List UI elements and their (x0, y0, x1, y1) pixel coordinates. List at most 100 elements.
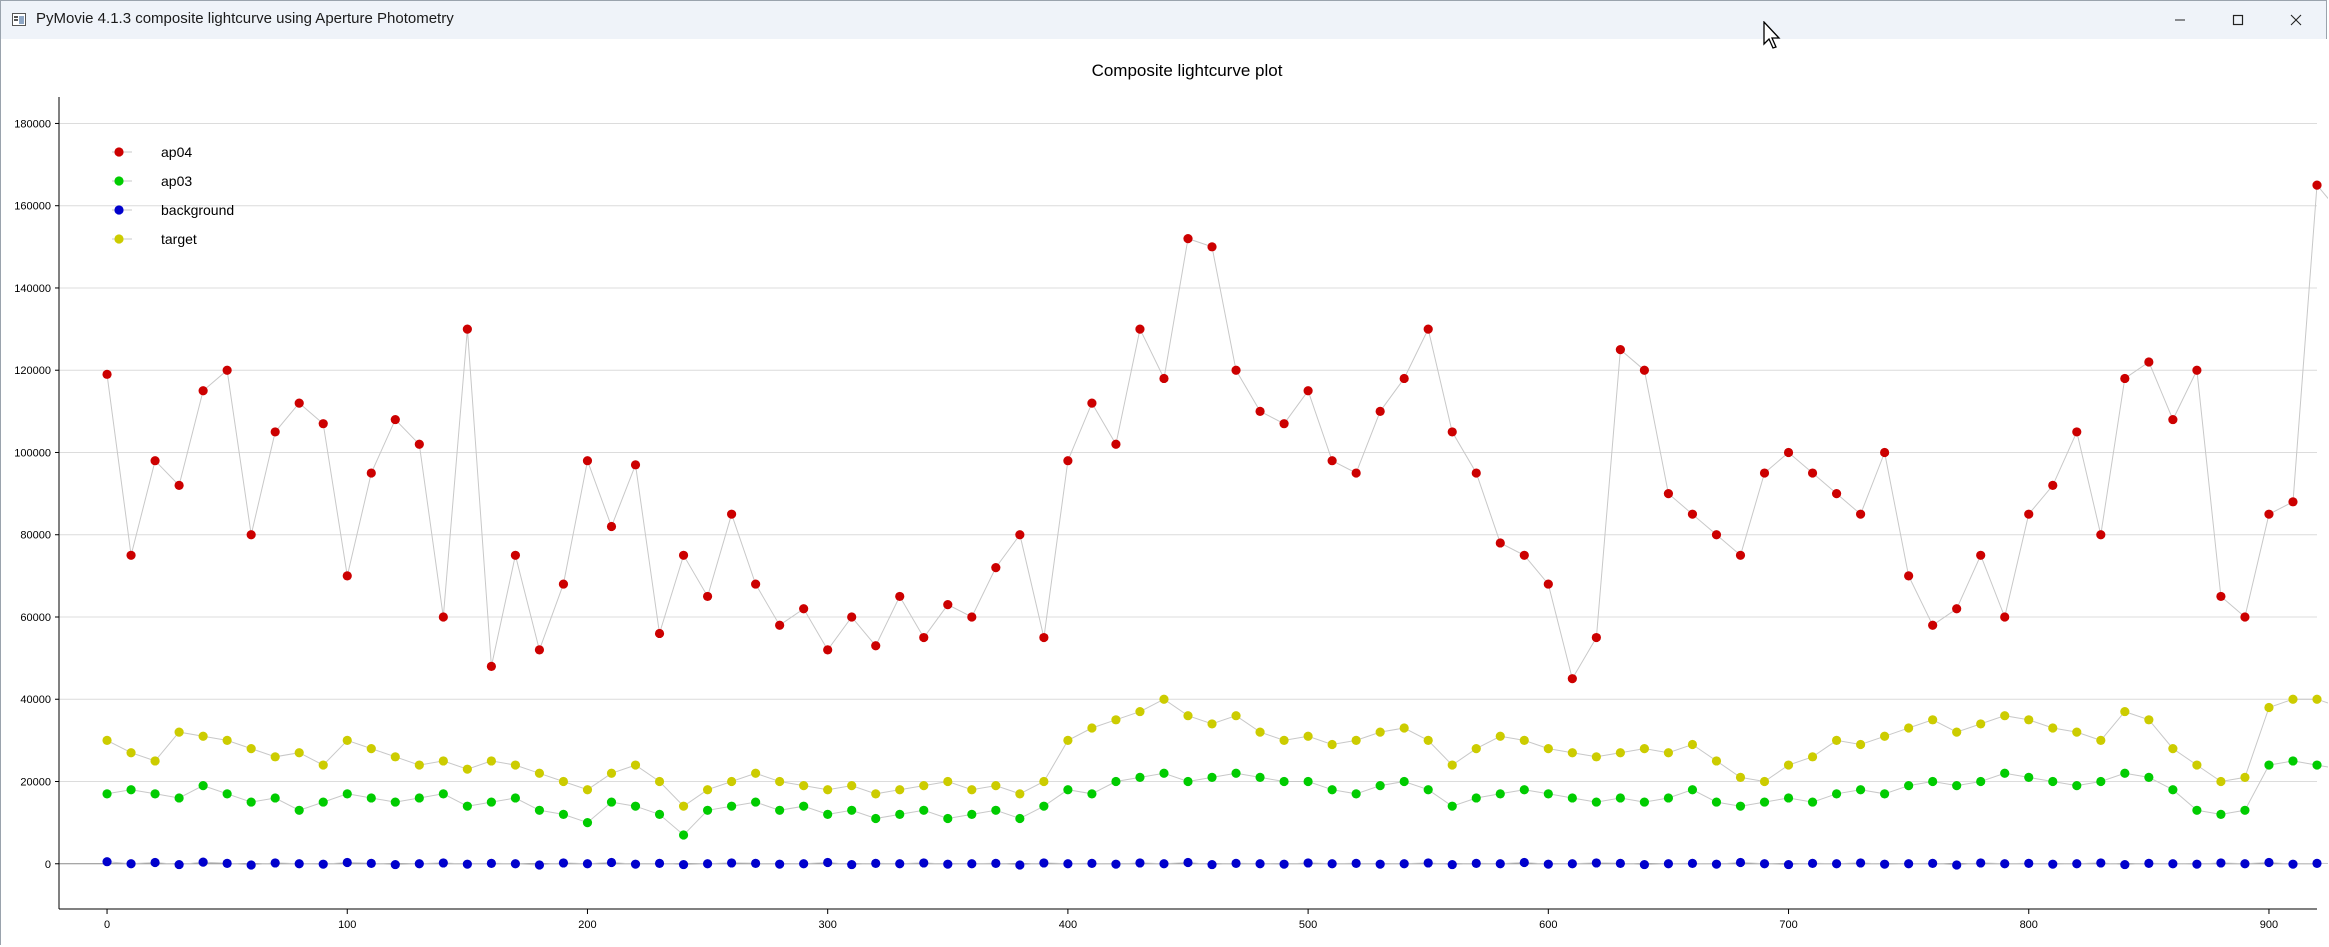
data-point-target (174, 727, 184, 737)
data-point-background (2072, 859, 2082, 869)
data-point-background (174, 859, 184, 870)
data-point-ap03 (2048, 776, 2058, 787)
data-point-ap03 (294, 805, 304, 815)
data-point-ap03 (2192, 805, 2202, 815)
data-point-ap03 (606, 797, 617, 807)
data-point-ap04 (2168, 414, 2178, 425)
data-point-target (1399, 723, 1409, 733)
y-tick-label: 140000 (14, 283, 51, 295)
data-point-ap03 (318, 797, 328, 807)
data-point-ap03 (1543, 789, 1553, 799)
data-point-ap03 (1207, 772, 1217, 782)
data-point-target (1039, 776, 1049, 787)
data-point-ap04 (991, 563, 1001, 573)
data-point-target (1159, 694, 1169, 704)
data-point-ap04 (847, 612, 857, 622)
data-point-background (582, 859, 593, 869)
data-point-ap04 (654, 628, 665, 639)
data-point-ap03 (270, 793, 280, 803)
data-point-ap04 (1567, 674, 1577, 684)
data-point-ap03 (1039, 801, 1049, 811)
data-point-ap03 (1952, 781, 1962, 791)
data-point-ap04 (895, 591, 905, 602)
x-tick-label: 900 (2260, 919, 2278, 931)
data-point-background (246, 860, 256, 870)
data-point-target (294, 748, 304, 758)
data-point-background (2240, 859, 2250, 869)
data-point-background (2000, 859, 2010, 869)
data-point-target (1976, 719, 1986, 729)
data-point-background (1303, 858, 1313, 868)
data-point-ap04 (751, 579, 761, 589)
data-point-ap04 (1880, 447, 1890, 458)
data-point-ap03 (1807, 797, 1818, 807)
mouse-cursor-icon (1763, 21, 1781, 49)
data-point-ap04 (1471, 468, 1481, 478)
data-point-target (510, 760, 521, 770)
data-point-background (2216, 858, 2226, 868)
data-point-ap04 (1183, 234, 1193, 244)
data-point-ap04 (1039, 632, 1049, 643)
y-tick-label: 100000 (14, 447, 51, 459)
data-point-background (390, 859, 400, 870)
data-point-ap03 (534, 805, 545, 815)
data-point-target (1351, 735, 1361, 745)
data-point-ap03 (2120, 768, 2130, 778)
data-point-background (1807, 858, 1818, 868)
data-point-ap04 (1327, 456, 1337, 466)
data-point-background (847, 859, 857, 870)
data-point-target (1807, 752, 1818, 762)
data-point-target (1135, 706, 1145, 717)
data-point-background (1495, 859, 1505, 869)
data-point-ap03 (2288, 756, 2298, 766)
data-point-ap04 (1711, 530, 1722, 540)
data-point-target (2312, 694, 2322, 704)
data-point-target (1063, 735, 1073, 745)
data-point-target (1495, 731, 1505, 741)
data-point-ap04 (799, 604, 809, 614)
data-point-target (678, 801, 689, 811)
data-point-ap04 (1303, 386, 1313, 396)
data-point-background (1231, 858, 1241, 868)
data-point-ap04 (366, 468, 376, 478)
data-point-ap04 (1831, 489, 1842, 499)
legend-item-ap04: ap04 (112, 144, 192, 160)
legend-label: target (161, 231, 197, 247)
data-point-ap04 (1087, 398, 1097, 408)
data-point-ap04 (2216, 591, 2226, 602)
data-point-target (126, 748, 136, 758)
series-points (102, 180, 2322, 870)
data-point-target (390, 752, 400, 762)
data-point-ap03 (991, 805, 1001, 815)
data-point-ap03 (1711, 797, 1722, 807)
data-point-background (558, 858, 569, 868)
data-point-background (126, 859, 136, 869)
data-point-background (1087, 858, 1097, 868)
maximize-button[interactable] (2209, 1, 2267, 39)
close-button[interactable] (2267, 1, 2325, 39)
data-point-ap04 (582, 456, 593, 466)
data-point-ap03 (1159, 768, 1169, 778)
data-point-background (1111, 859, 1121, 869)
data-point-background (1159, 859, 1169, 869)
data-point-ap03 (1615, 793, 1625, 803)
data-point-background (1663, 859, 1674, 869)
data-point-target (823, 785, 833, 795)
data-point-background (1471, 858, 1481, 868)
data-point-ap03 (1327, 785, 1337, 795)
data-point-ap04 (318, 419, 328, 429)
legend-item-target: target (112, 231, 197, 247)
data-point-ap03 (1855, 785, 1866, 795)
data-point-background (1207, 859, 1217, 870)
data-point-target (943, 776, 953, 787)
series-line-target (106, 698, 2328, 807)
minimize-button[interactable] (2151, 1, 2209, 39)
data-point-background (630, 859, 641, 869)
title-bar[interactable]: PyMovie 4.1.3 composite lightcurve using… (1, 1, 2326, 39)
data-point-target (1711, 756, 1722, 766)
data-point-ap04 (342, 571, 352, 581)
data-point-ap04 (2288, 497, 2298, 507)
y-tick-label: 180000 (14, 118, 51, 130)
data-point-ap03 (2144, 772, 2154, 782)
